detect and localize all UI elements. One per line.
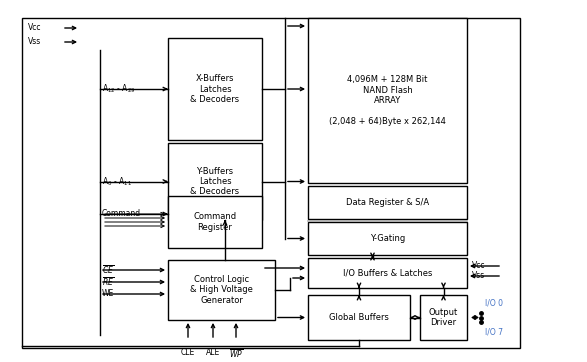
Text: 4,096M + 128M Bit
NAND Flash
ARRAY

(2,048 + 64)Byte x 262,144: 4,096M + 128M Bit NAND Flash ARRAY (2,04… xyxy=(329,75,446,126)
Text: Data Register & S/A: Data Register & S/A xyxy=(346,198,429,207)
Text: Vcc: Vcc xyxy=(28,24,42,33)
Text: $\overline{CE}$: $\overline{CE}$ xyxy=(102,264,114,276)
Text: A$_{12}$ - A$_{29}$: A$_{12}$ - A$_{29}$ xyxy=(102,83,136,95)
Bar xyxy=(168,260,275,320)
Text: A$_0$ - A$_{11}$: A$_0$ - A$_{11}$ xyxy=(102,175,132,188)
Bar xyxy=(308,186,467,219)
Text: Vss: Vss xyxy=(472,272,485,281)
Text: I/O 7: I/O 7 xyxy=(485,328,503,337)
Text: Global Buffers: Global Buffers xyxy=(329,313,389,322)
Text: I/O Buffers & Latches: I/O Buffers & Latches xyxy=(343,269,432,278)
Text: Y-Buffers
Latches
& Decoders: Y-Buffers Latches & Decoders xyxy=(190,167,239,197)
Text: Y-Gating: Y-Gating xyxy=(370,234,405,243)
Text: $\overline{WP}$: $\overline{WP}$ xyxy=(229,348,243,360)
Text: $\overline{RE}$: $\overline{RE}$ xyxy=(102,276,114,288)
Text: WE: WE xyxy=(102,290,114,299)
Bar xyxy=(420,295,467,340)
Bar xyxy=(308,222,467,255)
Text: Vcc: Vcc xyxy=(472,261,485,270)
Text: CLE: CLE xyxy=(181,348,195,357)
Text: X-Buffers
Latches
& Decoders: X-Buffers Latches & Decoders xyxy=(190,74,239,104)
Text: Vss: Vss xyxy=(28,38,41,46)
Text: Command: Command xyxy=(102,210,141,219)
Text: Command
Register: Command Register xyxy=(194,212,237,232)
Bar xyxy=(168,143,262,220)
Text: Control Logic
& High Voltage
Generator: Control Logic & High Voltage Generator xyxy=(190,275,253,305)
Text: ALE: ALE xyxy=(206,348,220,357)
Bar xyxy=(308,258,467,288)
Bar xyxy=(168,38,262,140)
Bar xyxy=(308,295,410,340)
Text: I/O 0: I/O 0 xyxy=(485,299,503,307)
Bar xyxy=(308,18,467,183)
Bar xyxy=(22,18,520,348)
Text: Output
Driver: Output Driver xyxy=(429,308,458,327)
Bar xyxy=(168,196,262,248)
